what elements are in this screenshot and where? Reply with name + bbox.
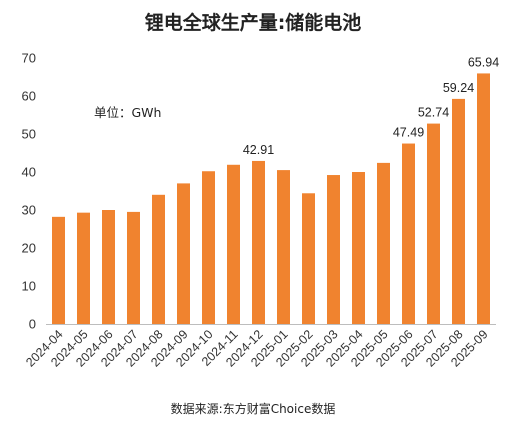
unit-note: 单位：GWh: [94, 105, 161, 120]
x-axis: 2024-042024-052024-062024-072024-082024-…: [23, 327, 490, 369]
source-note: 数据来源:东方财富Choice数据: [171, 401, 336, 416]
bar: [352, 172, 365, 324]
data-label: 65.94: [468, 55, 499, 69]
y-tick-label: 70: [22, 51, 36, 66]
bar: [402, 143, 415, 324]
bar: [277, 170, 290, 324]
bar: [252, 160, 265, 324]
y-tick-label: 0: [29, 317, 36, 332]
bar: [177, 183, 190, 324]
data-label: 42.91: [243, 143, 274, 157]
bar: [102, 210, 115, 324]
bar: [127, 211, 140, 324]
data-label: 52.74: [418, 106, 449, 120]
bars: [52, 73, 490, 324]
data-label: 47.49: [393, 126, 424, 140]
data-label: 59.24: [443, 81, 474, 95]
y-tick-label: 60: [22, 89, 36, 104]
bar: [302, 193, 315, 324]
bar: [327, 175, 340, 324]
bar: [77, 212, 90, 324]
y-tick-label: 10: [22, 279, 36, 294]
y-axis: 0 10 20 30 40 50 60 70: [22, 51, 36, 332]
chart-title: 锂电全球生产量:储能电池: [145, 11, 362, 34]
bar: [452, 98, 465, 324]
bar: [477, 73, 490, 324]
y-tick-label: 20: [22, 241, 36, 256]
bar: [52, 216, 65, 324]
y-tick-label: 30: [22, 203, 36, 218]
bar: [202, 171, 215, 324]
bar: [152, 194, 165, 324]
y-tick-label: 50: [22, 127, 36, 142]
bar: [227, 164, 240, 324]
bar: [427, 123, 440, 324]
data-labels: 42.91 47.49 52.74 59.24 65.94: [243, 55, 499, 157]
y-tick-label: 40: [22, 165, 36, 180]
bar: [377, 162, 390, 324]
